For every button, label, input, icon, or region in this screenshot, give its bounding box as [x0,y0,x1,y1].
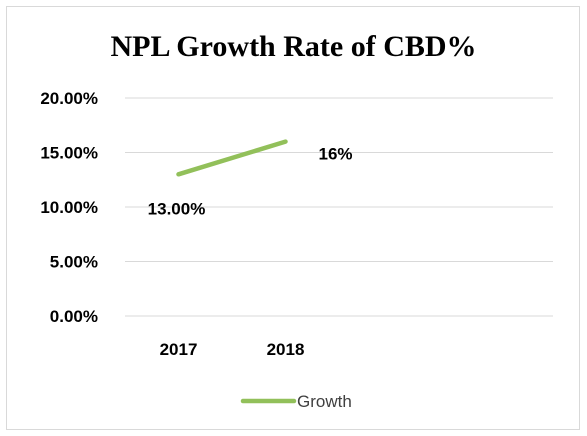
chart-frame [6,6,580,430]
data-labels: 13.00% 16% [148,145,353,219]
y-tick-label: 20.00% [40,89,98,108]
chart-title: NPL Growth Rate of CBD% [110,30,477,63]
series-line-growth [176,139,288,177]
x-category-label: 2018 [267,340,305,359]
y-tick-label: 10.00% [40,198,98,217]
data-label: 16% [318,145,352,164]
x-axis-category-labels: 2017 2018 [160,340,305,359]
y-axis-tick-labels: 0.00% 5.00% 10.00% 15.00% 20.00% [40,89,98,326]
gridlines [125,97,553,317]
series-lines [176,139,288,177]
legend: Growth [240,392,352,411]
legend-label: Growth [297,392,352,411]
x-category-label: 2017 [160,340,198,359]
y-tick-label: 0.00% [50,307,98,326]
y-tick-label: 5.00% [50,253,98,272]
y-tick-label: 15.00% [40,144,98,163]
data-label: 13.00% [148,199,206,218]
